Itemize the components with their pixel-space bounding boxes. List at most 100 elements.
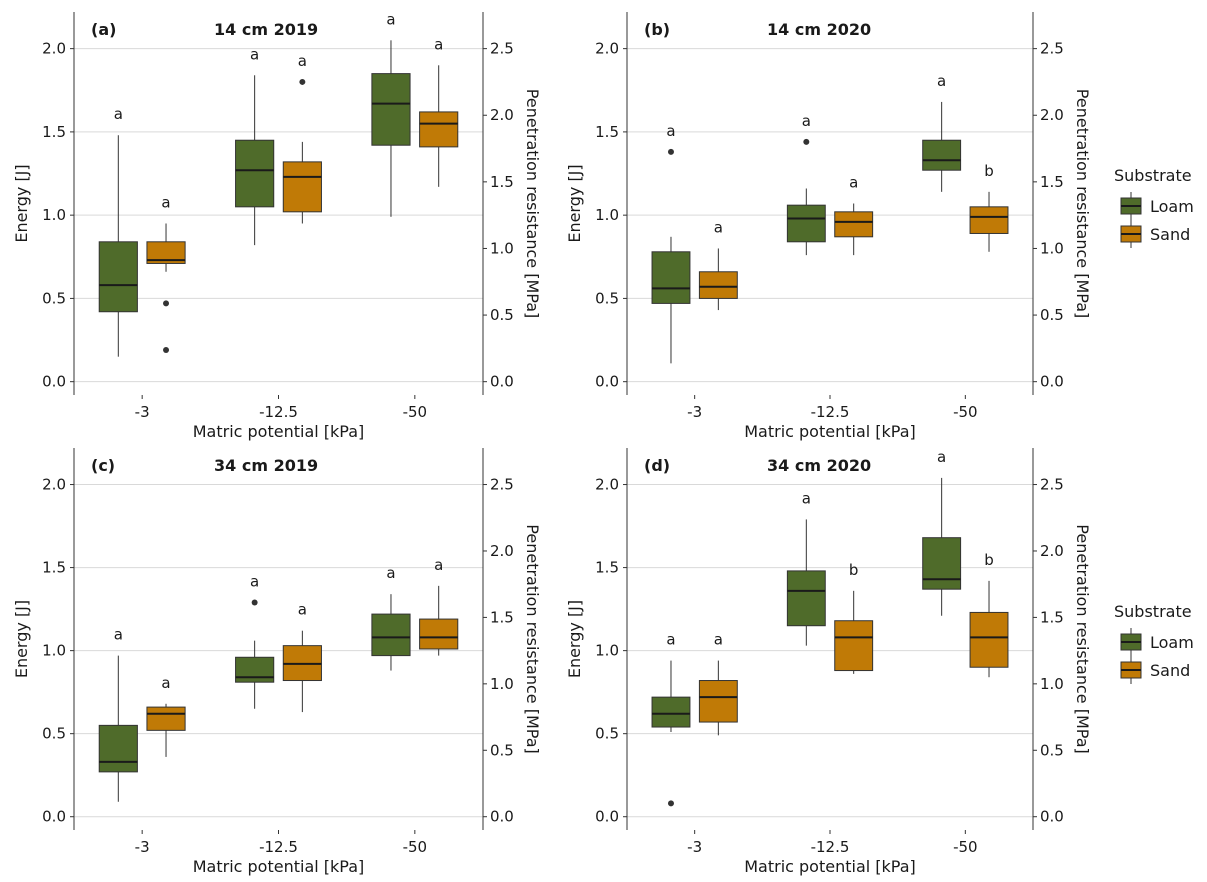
y2-tick-label: 1.5	[1040, 608, 1064, 626]
significance-label: a	[386, 564, 395, 582]
y2-axis-title: Penetration resistance [MPa]	[1073, 524, 1092, 753]
x-axis-title: Matric potential [kPa]	[193, 857, 365, 876]
significance-label: a	[802, 489, 811, 507]
significance-label: a	[666, 631, 675, 649]
box	[419, 111, 459, 148]
boxplot-loam-0: a	[651, 631, 691, 807]
box	[969, 206, 1009, 234]
panel-d: 0.0 0.5 1.0 1.5 2.0 0.0 0.5 1.0 1.5 2.0 2.5 -3 -12.5…	[565, 448, 1092, 876]
y-tick-label: 0.0	[595, 808, 619, 826]
y2-tick-label: 1.0	[490, 239, 514, 257]
panel-label: (d)	[644, 456, 670, 475]
boxplot-loam-0: a	[98, 626, 138, 802]
outlier-point	[667, 800, 674, 807]
box	[146, 241, 186, 264]
boxplot-sand-0: a	[698, 631, 738, 736]
box	[651, 251, 691, 304]
y2-tick-label: 2.0	[490, 106, 514, 124]
y-tick-label: 2.0	[595, 476, 619, 494]
boxplot-sand-0: a	[146, 674, 186, 757]
box	[698, 680, 738, 723]
outlier-point	[803, 138, 810, 145]
y-tick-label: 0.5	[42, 725, 66, 743]
box	[235, 139, 275, 208]
panel-title: 34 cm 2020	[767, 456, 871, 475]
y-tick-label: 0.5	[42, 289, 66, 307]
outlier-point	[251, 599, 258, 606]
y2-tick-label: 2.5	[490, 40, 514, 58]
y2-tick-label: 2.0	[1040, 542, 1064, 560]
box	[98, 724, 138, 773]
y-tick-label: 0.5	[595, 725, 619, 743]
panel-title: 34 cm 2019	[214, 456, 318, 475]
panel-b: 0.0 0.5 1.0 1.5 2.0 0.0 0.5 1.0 1.5 2.0 2.5 -3 -12.5…	[565, 12, 1092, 441]
significance-label: a	[434, 35, 443, 53]
significance-label: a	[386, 10, 395, 28]
y2-tick-label: 0.0	[490, 373, 514, 391]
panel-a: 0.0 0.5 1.0 1.5 2.0 0.0 0.5 1.0 1.5 2.0 2.5 -3 -12.5…	[12, 10, 542, 441]
x-axis-title: Matric potential [kPa]	[744, 422, 916, 441]
x-tick-label: -12.5	[811, 838, 850, 856]
panel-label: (c)	[91, 456, 115, 475]
box	[834, 620, 874, 672]
box	[371, 73, 411, 146]
y2-axis-title: Penetration resistance [MPa]	[1073, 89, 1092, 318]
x-tick-label: -3	[687, 403, 702, 421]
y2-tick-label: 0.0	[1040, 373, 1064, 391]
y-tick-label: 1.5	[595, 559, 619, 577]
y2-tick-label: 1.0	[1040, 675, 1064, 693]
x-tick-label: -3	[135, 838, 150, 856]
y-tick-label: 1.0	[42, 642, 66, 660]
significance-label: a	[937, 448, 946, 466]
y-tick-label: 1.0	[595, 206, 619, 224]
y-tick-label: 2.0	[595, 40, 619, 58]
y-tick-label: 0.0	[595, 373, 619, 391]
y2-tick-label: 0.5	[1040, 741, 1064, 759]
box	[834, 211, 874, 238]
boxplot-sand-0: a	[698, 218, 738, 311]
y2-tick-label: 0.0	[1040, 808, 1064, 826]
boxplot-sand-2: a	[419, 35, 459, 187]
significance-label: b	[984, 162, 994, 180]
y-axis-title: Energy [J]	[565, 600, 584, 678]
x-tick-label: -50	[953, 838, 978, 856]
significance-label: b	[984, 551, 994, 569]
significance-label: a	[434, 556, 443, 574]
boxplot-sand-2: b	[969, 162, 1009, 252]
significance-label: a	[250, 572, 259, 590]
x-tick-label: -50	[403, 403, 428, 421]
legend-item-label: Loam	[1150, 197, 1194, 216]
boxplot-sand-0: a	[146, 193, 186, 354]
significance-label: a	[849, 174, 858, 192]
panel-c: 0.0 0.5 1.0 1.5 2.0 0.0 0.5 1.0 1.5 2.0 2.5 -3 -12.5…	[12, 448, 542, 876]
y-tick-label: 0.0	[42, 373, 66, 391]
significance-label: a	[298, 52, 307, 70]
legend-item-label: Sand	[1150, 225, 1190, 244]
panel-title: 14 cm 2020	[767, 20, 871, 39]
significance-label: a	[114, 105, 123, 123]
boxplot-loam-1: a	[235, 45, 275, 246]
significance-label: a	[937, 72, 946, 90]
x-tick-label: -12.5	[259, 403, 298, 421]
boxplot-sand-1: b	[834, 561, 874, 674]
boxplot-sand-1: a	[282, 601, 322, 713]
boxplot-loam-0: a	[651, 122, 691, 364]
y-axis-title: Energy [J]	[12, 164, 31, 242]
y-tick-label: 1.5	[42, 559, 66, 577]
boxplot-sand-2: a	[419, 556, 459, 656]
boxplot-loam-2: a	[371, 564, 411, 671]
panel-label: (a)	[91, 20, 116, 39]
significance-label: a	[161, 674, 170, 692]
x-axis-title: Matric potential [kPa]	[193, 422, 365, 441]
outlier-point	[163, 300, 170, 307]
panel-title: 14 cm 2019	[214, 20, 318, 39]
boxplot-loam-1: a	[235, 572, 275, 709]
significance-label: a	[114, 626, 123, 644]
box	[922, 139, 962, 171]
boxplot-sand-1: a	[282, 52, 322, 224]
boxplot-loam-1: a	[786, 112, 826, 256]
y-tick-label: 1.0	[42, 206, 66, 224]
x-tick-label: -3	[135, 403, 150, 421]
y2-tick-label: 2.5	[490, 476, 514, 494]
box	[698, 271, 738, 299]
